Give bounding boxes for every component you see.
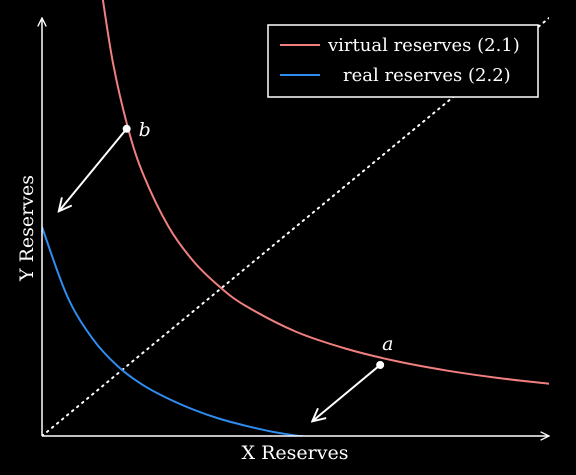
point-a-label: a [382,333,393,355]
real-reserves-curve [42,226,304,436]
x-axis-label: X Reserves [242,442,349,464]
legend-label-virtual: virtual reserves (2.1) [327,35,520,56]
legend-box [267,24,539,98]
point-a-arrow [312,364,381,421]
y-axis-label: Y Reserves [16,175,38,282]
legend-label-real: real reserves (2.2) [343,65,511,86]
point-b-label: b [139,119,151,141]
point-a-marker [376,360,385,369]
point-b-marker [122,124,131,133]
legend: virtual reserves (2.1) real reserves (2.… [267,24,539,98]
annotation-layer: ba [59,119,393,422]
point-b-arrow [59,128,128,212]
